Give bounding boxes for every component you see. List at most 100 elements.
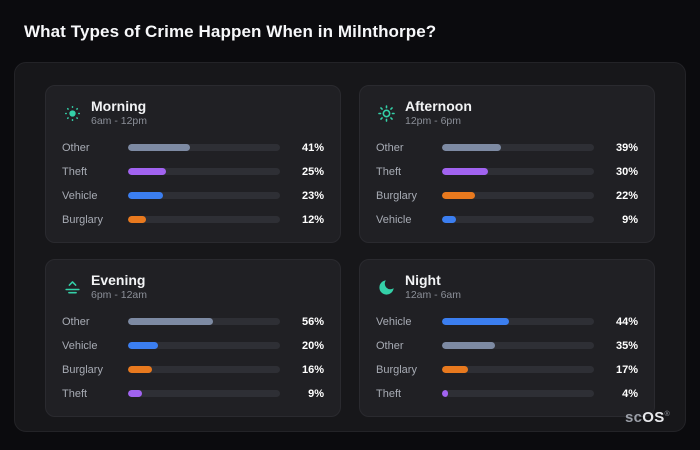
crime-label: Other bbox=[62, 315, 90, 328]
crime-row: Other 56% bbox=[62, 315, 324, 329]
card-header: Morning 6am - 12pm bbox=[62, 98, 324, 128]
crime-label: Vehicle bbox=[62, 339, 98, 352]
crime-value: 39% bbox=[615, 141, 638, 154]
bar-track bbox=[442, 390, 594, 398]
crime-label: Theft bbox=[376, 387, 402, 400]
crime-row: Vehicle 44% bbox=[376, 315, 638, 329]
crime-label: Burglary bbox=[62, 363, 103, 376]
bar-fill bbox=[128, 192, 163, 200]
sun-icon bbox=[376, 103, 396, 123]
crime-rows: Vehicle 44% Other 35% Burglary 17% Theft… bbox=[376, 315, 638, 401]
crime-value: 20% bbox=[301, 339, 324, 352]
sunset-icon bbox=[62, 277, 82, 297]
crime-label: Other bbox=[376, 339, 404, 352]
crime-label: Vehicle bbox=[62, 189, 98, 202]
bar-track bbox=[442, 318, 594, 326]
crime-value: 44% bbox=[615, 315, 638, 328]
crime-value: 25% bbox=[301, 165, 324, 178]
crime-label: Other bbox=[62, 141, 90, 154]
card-header: Evening 6pm - 12am bbox=[62, 271, 324, 302]
bar-fill bbox=[128, 318, 214, 326]
bar-track bbox=[128, 342, 280, 350]
card-title: Afternoon bbox=[405, 98, 472, 114]
crime-row: Theft 4% bbox=[376, 387, 638, 401]
card-subtitle: 6pm - 12am bbox=[91, 289, 148, 302]
crime-row: Other 35% bbox=[376, 339, 638, 353]
scos-logo: scOS® bbox=[625, 409, 670, 426]
brand-part1: sc bbox=[624, 409, 643, 426]
crime-label: Vehicle bbox=[376, 315, 412, 328]
crime-label: Theft bbox=[376, 165, 402, 178]
bar-track bbox=[128, 390, 280, 398]
bar-fill bbox=[442, 216, 456, 224]
crime-rows: Other 56% Vehicle 20% Burglary 16% Theft… bbox=[62, 315, 324, 401]
card-subtitle: 6am - 12pm bbox=[91, 115, 148, 128]
card-head-text: Morning 6am - 12pm bbox=[91, 98, 148, 128]
brand-part2: OS bbox=[642, 409, 665, 426]
time-card-afternoon: Afternoon 12pm - 6pm Other 39% Theft 30%… bbox=[359, 85, 655, 243]
card-title: Night bbox=[405, 271, 441, 288]
crime-time-panel: Morning 6am - 12pm Other 41% Theft 25% V… bbox=[14, 62, 686, 432]
bar-track bbox=[442, 192, 594, 200]
bar-fill bbox=[442, 318, 509, 326]
bar-track bbox=[442, 366, 594, 374]
crime-value: 9% bbox=[308, 387, 324, 400]
card-head-text: Afternoon 12pm - 6pm bbox=[405, 98, 472, 128]
crime-label: Vehicle bbox=[376, 213, 412, 226]
card-header: Afternoon 12pm - 6pm bbox=[376, 98, 638, 128]
crime-label: Burglary bbox=[376, 363, 417, 376]
crime-row: Burglary 17% bbox=[376, 363, 638, 377]
bar-fill bbox=[128, 144, 191, 152]
time-card-morning: Morning 6am - 12pm Other 41% Theft 25% V… bbox=[45, 85, 341, 243]
crime-row: Vehicle 9% bbox=[376, 213, 638, 227]
crime-row: Vehicle 23% bbox=[62, 189, 324, 203]
bar-track bbox=[128, 216, 280, 224]
crime-value: 30% bbox=[615, 165, 638, 178]
crime-value: 17% bbox=[615, 363, 638, 376]
page-title: What Types of Crime Happen When in Milnt… bbox=[24, 22, 437, 41]
crime-value: 23% bbox=[301, 189, 324, 202]
crime-value: 12% bbox=[301, 213, 324, 226]
crime-rows: Other 41% Theft 25% Vehicle 23% Burglary… bbox=[62, 141, 324, 227]
crime-row: Burglary 22% bbox=[376, 189, 638, 203]
crime-value: 56% bbox=[301, 315, 324, 328]
bar-fill bbox=[442, 168, 488, 176]
crime-value: 22% bbox=[615, 189, 638, 202]
bar-fill bbox=[442, 366, 468, 374]
bar-fill bbox=[128, 390, 142, 398]
crime-value: 41% bbox=[301, 141, 324, 154]
bar-fill bbox=[128, 366, 153, 374]
card-header: Night 12am - 6am bbox=[376, 271, 638, 302]
bar-fill bbox=[442, 390, 449, 398]
crime-row: Theft 30% bbox=[376, 165, 638, 179]
bar-track bbox=[128, 366, 280, 374]
bar-fill bbox=[442, 342, 496, 350]
crime-row: Theft 25% bbox=[62, 165, 324, 179]
bar-fill bbox=[128, 168, 166, 176]
crime-row: Burglary 12% bbox=[62, 213, 324, 227]
card-title: Morning bbox=[91, 98, 147, 114]
bar-track bbox=[128, 144, 280, 152]
card-title: Evening bbox=[91, 271, 146, 288]
crime-label: Theft bbox=[62, 387, 88, 400]
crime-row: Other 39% bbox=[376, 141, 638, 155]
bar-track bbox=[128, 318, 280, 326]
time-card-night: Night 12am - 6am Vehicle 44% Other 35% B… bbox=[359, 258, 655, 417]
time-card-evening: Evening 6pm - 12am Other 56% Vehicle 20%… bbox=[45, 258, 341, 417]
bar-fill bbox=[128, 342, 159, 350]
crime-value: 16% bbox=[301, 363, 324, 376]
bar-track bbox=[128, 168, 280, 176]
registered-mark: ® bbox=[664, 411, 670, 418]
card-head-text: Evening 6pm - 12am bbox=[91, 271, 148, 302]
bar-track bbox=[128, 192, 280, 200]
card-head-text: Night 12am - 6am bbox=[405, 271, 461, 302]
crime-row: Vehicle 20% bbox=[62, 339, 324, 353]
crime-rows: Other 39% Theft 30% Burglary 22% Vehicle… bbox=[376, 141, 638, 227]
crime-row: Burglary 16% bbox=[62, 363, 324, 377]
crime-label: Other bbox=[376, 141, 404, 154]
crime-row: Other 41% bbox=[62, 141, 324, 155]
crime-label: Burglary bbox=[376, 189, 417, 202]
crime-row: Theft 9% bbox=[62, 387, 324, 401]
crime-value: 9% bbox=[622, 213, 638, 226]
